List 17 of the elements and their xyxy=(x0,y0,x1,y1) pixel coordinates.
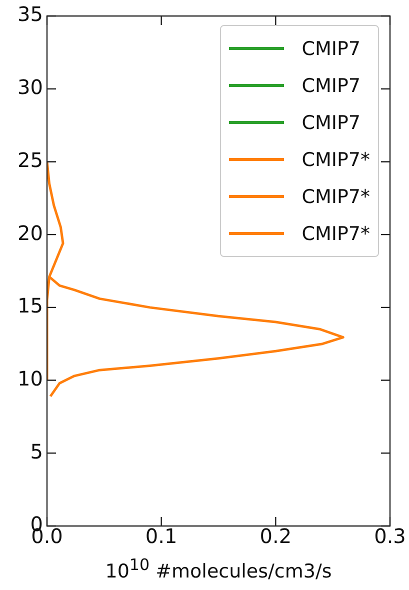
x-axis-title: 10$^{10}$ #molecules/cm3/s xyxy=(104,555,333,582)
y-tick-label: 30 xyxy=(18,75,43,100)
legend-label: CMIP7* xyxy=(302,186,370,208)
y-tick-label: 15 xyxy=(18,294,43,318)
x-tick-label: 0.2 xyxy=(260,524,292,548)
x-tick-label: 0.3 xyxy=(374,524,406,548)
legend-label: CMIP7 xyxy=(302,38,360,60)
y-tick-label: 5 xyxy=(30,439,43,464)
legend-label: CMIP7 xyxy=(302,112,360,134)
y-tick-label: 35 xyxy=(18,2,43,26)
y-tick-label: 20 xyxy=(18,220,43,245)
legend-label: CMIP7* xyxy=(302,148,370,170)
y-tick-label: 10 xyxy=(18,366,43,390)
legend-label: CMIP7 xyxy=(302,74,360,96)
legend-label: CMIP7* xyxy=(302,222,370,244)
x-tick-label: 0.1 xyxy=(145,524,178,548)
y-tick-label: 25 xyxy=(18,148,43,172)
